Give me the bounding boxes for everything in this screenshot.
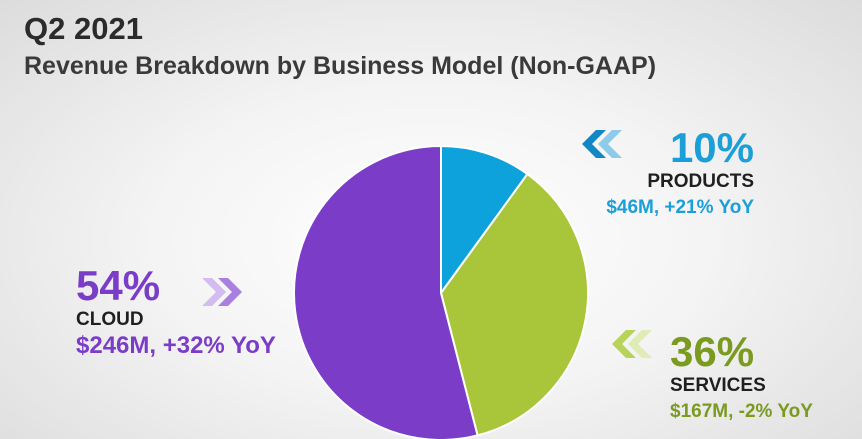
- chevron-right-icon: [202, 278, 242, 306]
- page-subtitle: Revenue Breakdown by Business Model (Non…: [24, 52, 657, 80]
- chevron-left-icon: [612, 330, 652, 358]
- page-title: Q2 2021: [24, 11, 143, 46]
- chevron-left-icon: [582, 130, 622, 158]
- services-detail: $167M, -2% YoY: [670, 401, 813, 422]
- pie-slice-cloud: [293, 144, 479, 439]
- pie-slice-services: [439, 172, 589, 437]
- pie-slice-products: [440, 144, 529, 297]
- cloud-detail: $246M, +32% YoY: [76, 332, 276, 359]
- services-label-group: 36% SERVICES $167M, -2% YoY: [670, 330, 813, 426]
- products-percent: 10%: [669, 124, 754, 171]
- products-label-group: 10% PRODUCTS $46M, +21% YoY: [606, 126, 754, 222]
- cloud-percent: 54%: [76, 262, 161, 309]
- products-detail: $46M, +21% YoY: [606, 197, 754, 218]
- services-percent: 36%: [670, 328, 755, 375]
- services-name: SERVICES: [670, 375, 766, 396]
- cloud-label-group: 54% CLOUD $246M, +32% YoY: [76, 264, 276, 360]
- products-name: PRODUCTS: [647, 171, 754, 192]
- cloud-name: CLOUD: [76, 309, 144, 330]
